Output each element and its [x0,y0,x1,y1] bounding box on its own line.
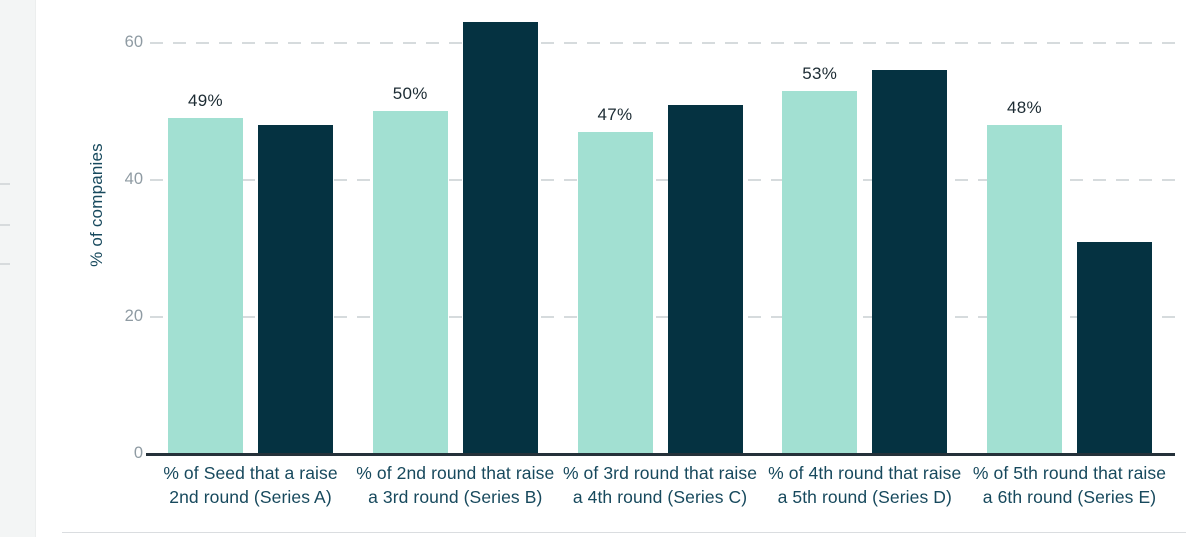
light-bar-wrap: 53% [782,64,858,454]
bar-value-label: 53% [802,64,838,83]
dark-bar-wrap [258,125,333,454]
gridline-40 [150,179,1175,181]
light-bar-wrap: 47% [577,105,653,454]
y-tick-label-0: 0 [133,444,143,462]
bar-dark [258,125,333,454]
bar-light [782,91,858,454]
bar-group-2: 50% [372,22,538,454]
cutoff-gridline-dash [0,224,10,226]
dark-bar-wrap [667,105,743,454]
category-label-3: % of 3rd round that raise a 4th round (Se… [563,461,757,509]
category-label-line: % of 3rd round that raise [562,463,758,483]
gridline-20 [150,316,1175,318]
bar-dark [1077,242,1152,454]
cutoff-gridline-dash [0,263,10,265]
bar-value-label: 47% [597,105,633,124]
y-axis-title: % of companies [87,143,106,267]
bar-group-3: 47% [577,105,743,454]
category-label-line: 2nd round (Series A) [169,487,332,507]
category-label-line: a 6th round (Series E) [982,487,1157,507]
bottom-divider [62,532,1186,533]
light-bar-wrap: 49% [168,91,243,454]
bar-value-label: 48% [1007,98,1042,117]
x-axis-line [146,453,1175,456]
left-cutoff-panel [0,0,36,537]
category-label-line: % of 2nd round that raise [356,463,555,483]
y-tick-label-20: 20 [124,307,143,325]
bar-value-label: 49% [188,91,223,110]
dark-bar-wrap [872,70,948,454]
dark-bar-wrap [462,22,538,454]
category-label-line: a 4th round (Series C) [572,487,748,507]
category-label-2: % of 2nd round that raise a 3rd round (Se… [356,461,554,509]
gridline-60 [150,42,1175,44]
category-label-line: a 5th round (Series D) [777,487,952,507]
bar-light [168,118,243,454]
x-axis-category-labels: % of Seed that a raise 2nd round (Series … [150,461,1175,509]
light-bar-wrap: 48% [987,98,1062,454]
dark-bar-wrap [1077,242,1152,454]
bar-group-5: 48% [987,98,1152,454]
category-label-line: a 3rd round (Series B) [368,487,543,507]
bar-light [577,132,653,454]
bar-dark [462,22,538,454]
category-label-line: % of 5th round that raise [972,463,1167,483]
bar-dark [872,70,948,454]
category-label-1: % of Seed that a raise 2nd round (Series … [163,461,337,509]
light-bar-wrap: 50% [372,84,448,454]
bar-light [987,125,1062,454]
plot-area: 49% 50% 47% 53% 48% [150,0,1175,454]
category-label-5: % of 5th round that raise a 6th round (Se… [973,461,1166,509]
bar-light [372,111,448,454]
bar-dark [667,105,743,454]
bar-value-label: 50% [392,84,428,103]
cutoff-gridline-dash [0,183,10,185]
bar-group-4: 53% [782,64,948,454]
bar-group-1: 49% [168,91,333,454]
category-label-4: % of 4th round that raise a 5th round (Se… [768,461,961,509]
category-label-line: % of Seed that a raise [163,463,338,483]
category-label-line: % of 4th round that raise [768,463,962,483]
y-tick-label-60: 60 [124,33,143,51]
y-tick-label-40: 40 [124,170,143,188]
